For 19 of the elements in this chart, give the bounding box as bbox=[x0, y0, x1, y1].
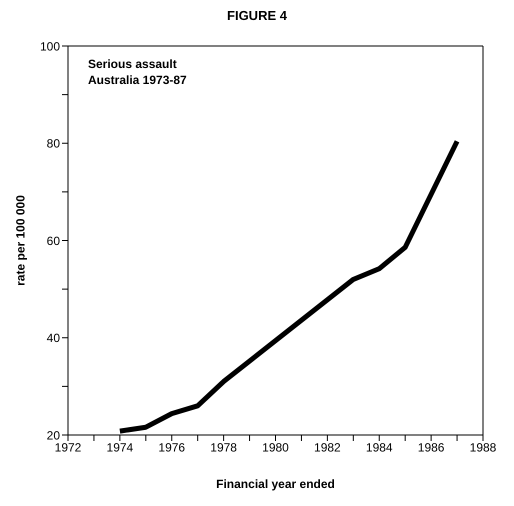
annotation: Australia 1973-87 bbox=[88, 72, 187, 88]
x-tick-label: 1988 bbox=[470, 440, 497, 455]
x-tick-label: 1986 bbox=[418, 440, 445, 455]
x-tick-label: 1976 bbox=[158, 440, 186, 455]
y-tick-label: 20 bbox=[46, 428, 60, 442]
chart-title: FIGURE 4 bbox=[226, 8, 288, 23]
x-tick-label: 1982 bbox=[314, 440, 342, 455]
x-tick-label: 1972 bbox=[54, 440, 82, 455]
x-tick-label: 1980 bbox=[262, 440, 290, 455]
x-axis-title: Financial year ended bbox=[216, 477, 335, 491]
y-tick-label: 60 bbox=[46, 234, 60, 248]
y-tick-label: 100 bbox=[40, 39, 60, 54]
y-tick-label: 40 bbox=[46, 331, 60, 346]
x-tick-label: 1984 bbox=[366, 440, 393, 455]
y-tick-label: 80 bbox=[46, 136, 60, 151]
x-tick-label: 1974 bbox=[106, 440, 134, 455]
y-axis-title: rate per 100 000 bbox=[13, 194, 28, 286]
annotation: Serious assault bbox=[88, 56, 178, 72]
x-tick-label: 1978 bbox=[210, 440, 238, 455]
